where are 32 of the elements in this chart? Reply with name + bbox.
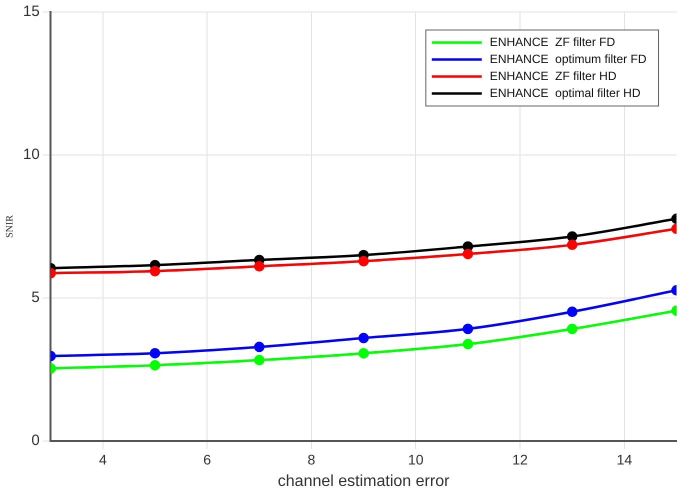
- x-tick-label: 8: [308, 451, 316, 468]
- point: [358, 348, 369, 358]
- legend-label: ENHANCE optimum filter FD: [490, 52, 647, 66]
- point: [254, 261, 265, 272]
- y-tick-label: 5: [31, 289, 40, 306]
- x-tick-label: 12: [512, 451, 528, 468]
- point: [358, 332, 369, 344]
- y-tick-label: 10: [22, 146, 40, 164]
- y-tick-label: 15: [22, 3, 40, 20]
- legend-label: ENHANCE optimal filter HD: [490, 86, 641, 100]
- point: [566, 231, 578, 242]
- point: [150, 266, 160, 276]
- x-tick-label: 10: [408, 451, 424, 468]
- x-tick-label: 6: [203, 451, 212, 468]
- legend-label: ENHANCE ZF filter HD: [490, 68, 617, 83]
- point: [462, 324, 474, 334]
- x-axis-title: channel estimation error: [278, 472, 450, 490]
- point: [150, 360, 160, 370]
- y-tick-label: 0: [31, 432, 40, 450]
- point: [566, 324, 578, 334]
- x-tick-label: 14: [616, 451, 632, 468]
- point: [150, 348, 160, 358]
- legend-label: ENHANCE ZF filter FD: [490, 34, 616, 49]
- x-tick-label: 4: [98, 451, 107, 468]
- point: [254, 342, 265, 352]
- point: [358, 256, 369, 266]
- point: [566, 240, 578, 250]
- point: [566, 306, 578, 317]
- point: [462, 338, 474, 350]
- point: [254, 354, 265, 366]
- point: [462, 248, 474, 260]
- y-axis-title: SNIR: [4, 214, 16, 238]
